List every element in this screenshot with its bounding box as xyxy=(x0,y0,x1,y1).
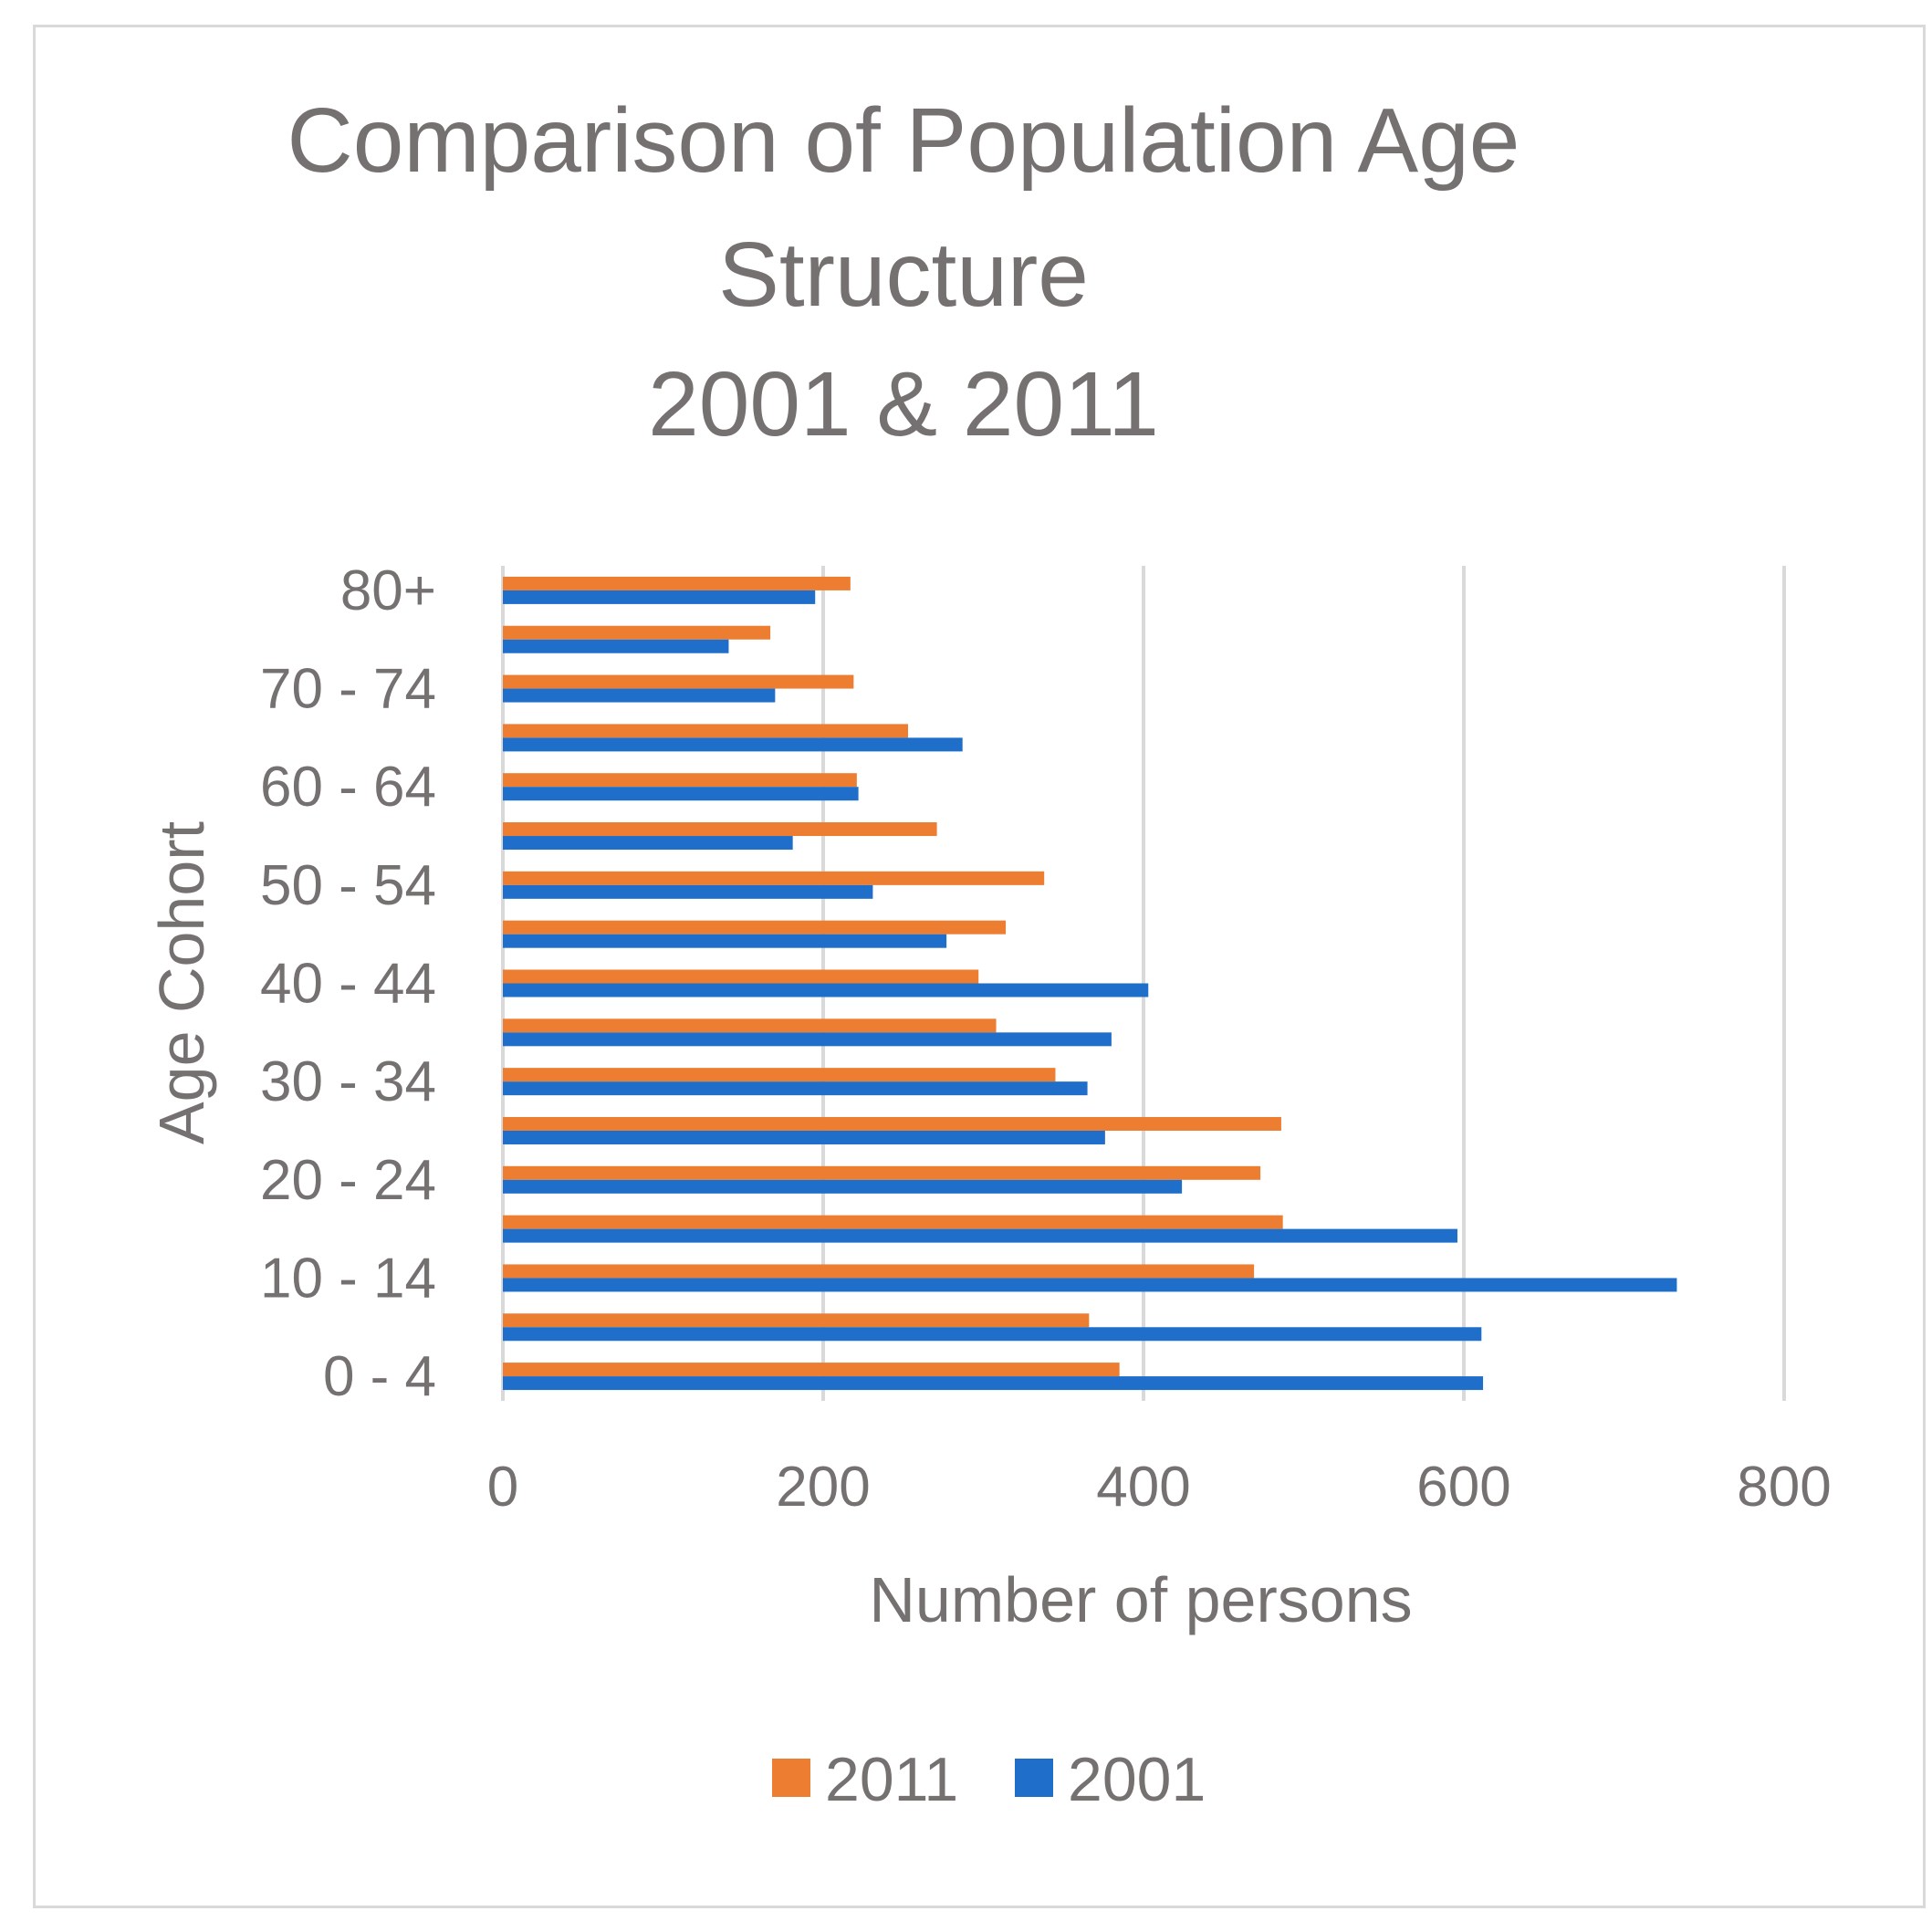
bar-2001-0-4 xyxy=(503,1376,1484,1391)
y-tick-label: 70 - 74 xyxy=(260,658,436,721)
y-tick-label: 30 - 34 xyxy=(260,1050,436,1113)
y-tick-label: 0 - 4 xyxy=(323,1345,436,1408)
bar-2001-50-54 xyxy=(503,884,873,899)
x-tick-label: 400 xyxy=(1096,1456,1190,1519)
bar-2011-70-74 xyxy=(503,674,854,689)
bar-2001-45-49 xyxy=(503,934,947,948)
bar-2011-5-9 xyxy=(503,1313,1090,1328)
legend: 2011 2001 xyxy=(772,1745,1206,1814)
bar-2011-40-44 xyxy=(503,969,979,984)
chart-title: Comparison of Population Age Structure 2… xyxy=(287,89,1520,455)
bar-2011-45-49 xyxy=(503,920,1007,935)
y-axis-tick-labels: 0 - 4 10 - 14 20 - 24 30 - 34 40 - 44 50 - 54… xyxy=(260,559,436,1408)
y-tick-label: 40 - 44 xyxy=(260,953,436,1016)
bar-2011-0-4 xyxy=(503,1363,1120,1377)
bar-2001-25-29 xyxy=(503,1130,1105,1144)
bar-2001-5-9 xyxy=(503,1327,1482,1342)
bar-2011-20-24 xyxy=(503,1165,1261,1180)
x-tick-label: 200 xyxy=(776,1456,870,1519)
bar-2011-30-34 xyxy=(503,1068,1056,1082)
y-axis-title: Age Cohort xyxy=(146,821,217,1144)
bar-2001-30-34 xyxy=(503,1081,1088,1096)
bar-2001-40-44 xyxy=(503,983,1149,997)
bar-2001-55-59 xyxy=(503,836,793,851)
bar-2001-35-39 xyxy=(503,1032,1112,1047)
bar-2011-75-79 xyxy=(503,625,771,640)
bar-2011-35-39 xyxy=(503,1018,997,1033)
bar-2011-60-64 xyxy=(503,773,857,788)
bar-2001-60-64 xyxy=(503,787,859,801)
y-tick-label: 20 - 24 xyxy=(260,1149,436,1212)
bar-2001-10-14 xyxy=(503,1278,1677,1292)
x-tick-label: 0 xyxy=(487,1456,518,1519)
y-tick-label: 10 - 14 xyxy=(260,1247,436,1310)
bar-2001-15-19 xyxy=(503,1228,1457,1243)
bar-2011-25-29 xyxy=(503,1116,1281,1131)
bar-2001-20-24 xyxy=(503,1179,1183,1194)
y-tick-label: 80+ xyxy=(340,559,436,622)
chart-frame xyxy=(33,25,1926,1908)
bar-2001-75-79 xyxy=(503,639,729,653)
chart-title-line-1: Comparison of Population Age xyxy=(287,89,1520,192)
bar-2011-50-54 xyxy=(503,871,1045,885)
bars xyxy=(503,576,1677,1391)
bar-2011-55-59 xyxy=(503,822,937,837)
bar-2011-80plus xyxy=(503,576,851,590)
x-axis-tick-labels: 0 200 400 600 800 xyxy=(487,1456,1832,1519)
bar-2011-15-19 xyxy=(503,1215,1283,1229)
x-tick-label: 600 xyxy=(1416,1456,1510,1519)
y-tick-label: 50 - 54 xyxy=(260,854,436,917)
bar-2001-65-69 xyxy=(503,737,963,752)
bar-2011-65-69 xyxy=(503,724,909,738)
legend-label-2011: 2011 xyxy=(825,1745,958,1814)
bar-2001-70-74 xyxy=(503,688,776,703)
bar-2011-10-14 xyxy=(503,1264,1255,1279)
legend-label-2001: 2001 xyxy=(1068,1745,1206,1814)
chart-title-line-3: 2001 & 2011 xyxy=(648,353,1159,455)
x-tick-label: 800 xyxy=(1737,1456,1831,1519)
x-axis-title: Number of persons xyxy=(869,1564,1412,1635)
y-tick-label: 60 - 64 xyxy=(260,756,436,819)
legend-swatch-2001 xyxy=(1015,1759,1053,1797)
legend-swatch-2011 xyxy=(772,1759,810,1797)
bar-2001-80plus xyxy=(503,590,816,604)
chart-title-line-2: Structure xyxy=(718,224,1089,326)
